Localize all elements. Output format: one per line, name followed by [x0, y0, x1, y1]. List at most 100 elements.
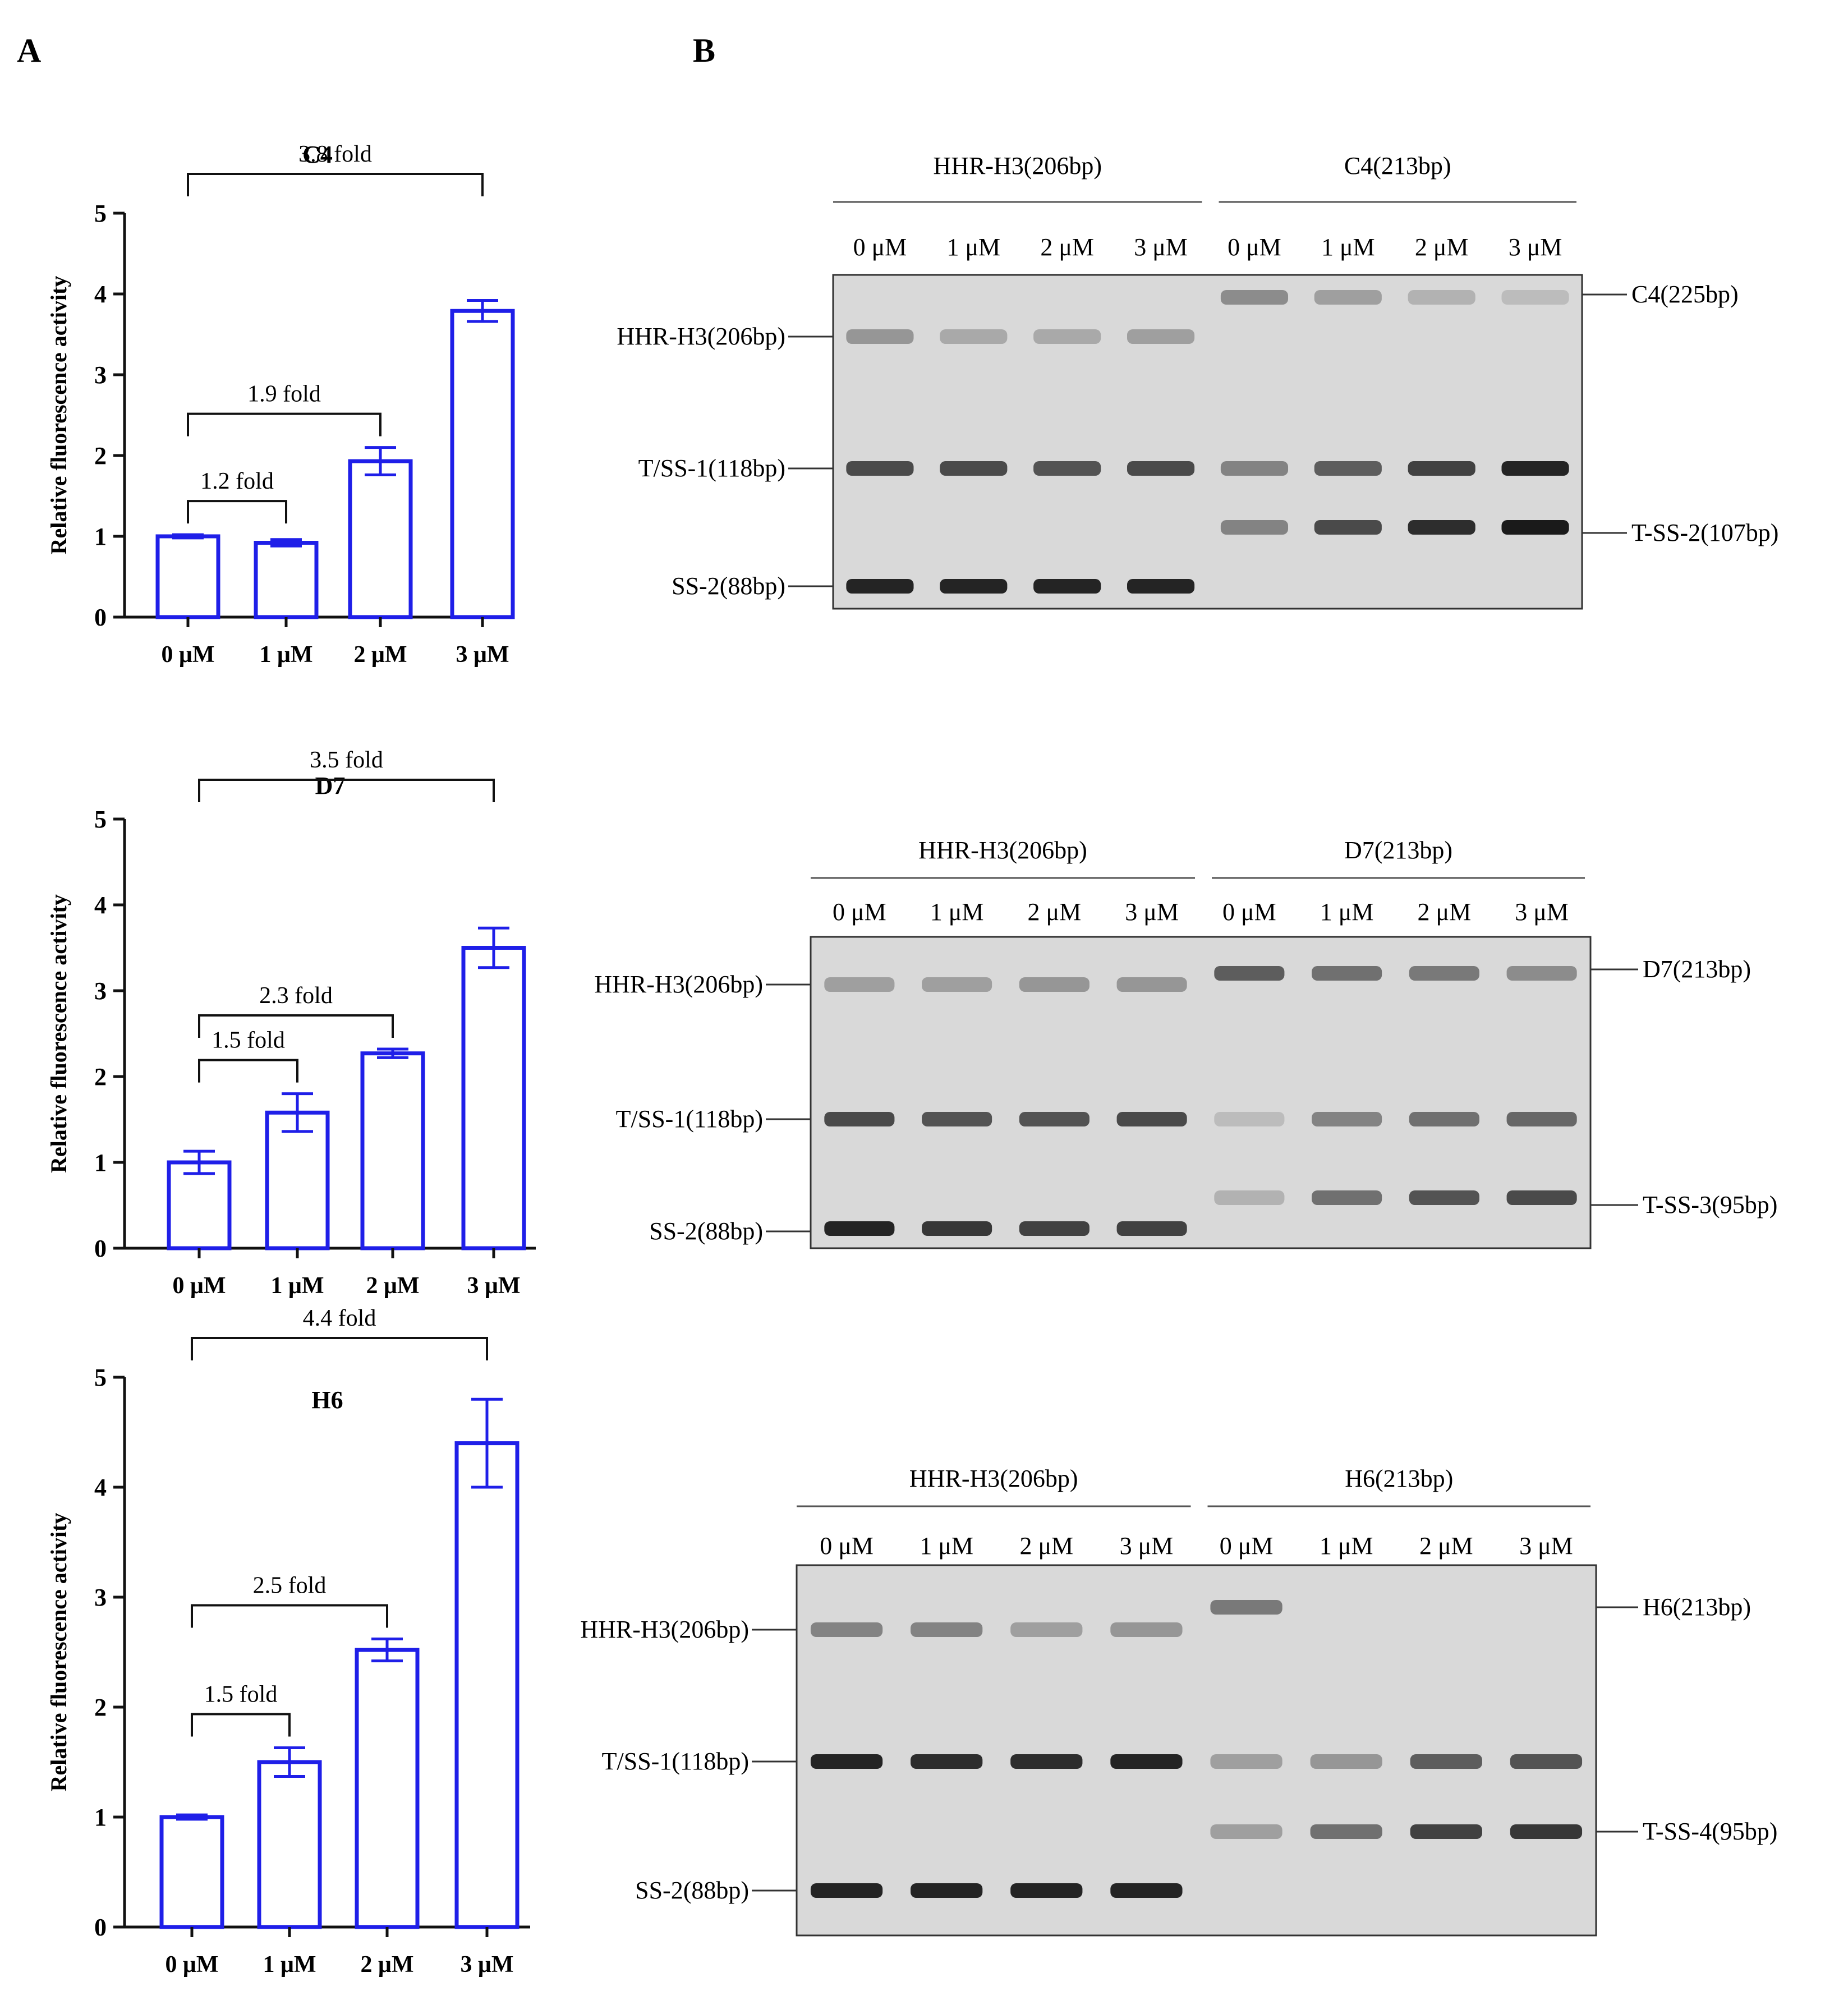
gel-band-ss2	[846, 579, 914, 594]
y-tick-label: 4	[94, 280, 107, 308]
gel-lane-label: 1 μM	[1321, 233, 1375, 261]
gel-band-t_ss1	[1033, 461, 1101, 476]
gel-lane-label: 1 μM	[1320, 898, 1374, 926]
gel-band-parent	[1312, 966, 1382, 981]
gel-band-parent	[1314, 290, 1382, 305]
x-tick-label: 0 μM	[173, 1273, 226, 1299]
gel-right-label: C4(225bp)	[1631, 280, 1739, 308]
gel-lane-label: 1 μM	[920, 1532, 973, 1560]
gel-band-parent	[1409, 966, 1479, 981]
gel-band-product	[1220, 520, 1289, 535]
x-tick-label: 0 μM	[162, 642, 215, 668]
gel-band-t_ss1	[1408, 461, 1475, 476]
fold-label: 1.9 fold	[247, 381, 321, 407]
gel-band-product	[1314, 520, 1382, 535]
gel-band-product	[1506, 1190, 1577, 1205]
gel-band-product	[1501, 520, 1569, 535]
bar	[254, 541, 319, 619]
gel-band-t_ss1	[1314, 461, 1382, 476]
gel-lane-label: 0 μM	[1228, 233, 1281, 261]
gel-band-t_ss1	[810, 1754, 883, 1769]
gel-lane-label: 0 μM	[1222, 898, 1276, 926]
gel-band-t_ss1	[1220, 461, 1289, 476]
gel-band-t_ss1	[1312, 1112, 1382, 1126]
fold-label: 1.5 fold	[212, 1028, 285, 1054]
gel-lane-label: 1 μM	[930, 898, 984, 926]
gel-lane-label: 2 μM	[1040, 233, 1094, 261]
gel-band-parent	[1010, 1622, 1083, 1637]
gel-band-product	[1409, 1190, 1479, 1205]
gel-images: HHR-H3(206bp) C4(213bp) 0 μM 1 μM 2 μM 3 μM 0 …	[580, 152, 1778, 1937]
gel-band-parent	[824, 977, 895, 992]
x-tick-label: 0 μM	[166, 1952, 219, 1978]
bar-charts: C4 0 1 2 3 4 5 Relative fluorescence activity 0 …	[46, 141, 536, 1978]
fold-label: 1.5 fold	[204, 1682, 278, 1708]
gel-band-t_ss1	[940, 461, 1008, 476]
fold-bracket	[191, 1604, 388, 1628]
gel-lane-label: 0 μM	[1220, 1532, 1274, 1560]
fold-label: 1.2 fold	[200, 468, 274, 494]
gel-lane-label: 3 μM	[1125, 898, 1179, 926]
bar	[348, 459, 413, 619]
panel-letter-b: B	[693, 32, 715, 69]
gel-band-t_ss1	[1127, 461, 1195, 476]
gel-background	[832, 274, 1583, 610]
gel-group-label: HHR-H3(206bp)	[909, 1465, 1078, 1492]
gel-lane-label: 0 μM	[833, 898, 886, 926]
gel-band-t_ss1	[1210, 1754, 1282, 1769]
gel-3: HHR-H3(206bp) H6(213bp) 0 μM 1 μM 2 μM 3 μM 0 …	[580, 1465, 1777, 1937]
gel-left-label: SS-2(88bp)	[635, 1877, 749, 1904]
fold-bracket	[198, 1059, 298, 1083]
gel-lane-label: 1 μM	[946, 233, 1000, 261]
gel-band-parent	[1506, 966, 1577, 981]
gel-right-label: T-SS-2(107bp)	[1631, 519, 1778, 546]
gel-band-parent	[1214, 966, 1285, 981]
x-tick-label: 3 μM	[456, 642, 509, 668]
y-tick-label: 1	[94, 1804, 107, 1831]
gel-band-ss2	[911, 1883, 983, 1898]
y-tick-label: 2	[94, 442, 107, 470]
gel-lane-label: 0 μM	[820, 1532, 874, 1560]
gel-band-t_ss1	[1510, 1754, 1583, 1769]
gel-band-parent	[846, 329, 914, 344]
x-tick-label: 3 μM	[467, 1273, 521, 1299]
fold-bracket	[198, 1014, 394, 1038]
fold-bracket	[191, 1337, 488, 1360]
bar	[454, 1441, 520, 1929]
y-tick-label: 5	[94, 200, 107, 227]
y-tick-label: 0	[94, 604, 107, 631]
x-tick-label: 2 μM	[366, 1273, 420, 1299]
gel-band-ss2	[940, 579, 1008, 594]
y-axis-label: Relative fluorescence activity	[46, 1513, 71, 1792]
fold-label: 4.4 fold	[303, 1305, 376, 1331]
gel-band-t_ss1	[1010, 1754, 1083, 1769]
y-tick-label: 2	[94, 1063, 107, 1091]
gel-left-label: SS-2(88bp)	[672, 572, 785, 600]
y-tick-label: 1	[94, 523, 107, 550]
gel-band-t_ss1	[1501, 461, 1569, 476]
gel-band-parent	[810, 1622, 883, 1637]
gel-lane-label: 2 μM	[1028, 898, 1082, 926]
gel-band-ss2	[1019, 1221, 1090, 1236]
y-tick-label: 4	[94, 891, 107, 919]
bar	[257, 1760, 322, 1929]
chart-C4: C4 0 1 2 3 4 5 Relative fluorescence activity 0 …	[46, 141, 515, 668]
y-tick-label: 1	[94, 1149, 107, 1176]
panel-letter-a: A	[17, 32, 41, 69]
fold-bracket	[198, 779, 495, 802]
gel-right-label: H6(213bp)	[1643, 1593, 1751, 1621]
gel-lane-label: 1 μM	[1320, 1532, 1373, 1560]
gel-band-product	[1210, 1824, 1282, 1839]
gel-band-parent	[1127, 329, 1195, 344]
gel-band-product	[1214, 1190, 1285, 1205]
gel-band-product	[1510, 1824, 1583, 1839]
fold-bracket	[187, 412, 381, 436]
gel-band-t_ss1	[922, 1112, 992, 1126]
x-tick-label: 2 μM	[361, 1952, 414, 1978]
chart-D7: D7 0 1 2 3 4 5 Relative fluorescence activity 0 …	[46, 747, 536, 1299]
bar	[461, 946, 526, 1250]
gel-right-label: D7(213bp)	[1643, 955, 1751, 983]
gel-left-label: HHR-H3(206bp)	[594, 971, 763, 998]
gel-lane-label: 2 μM	[1019, 1532, 1073, 1560]
gel-band-parent	[1501, 290, 1569, 305]
